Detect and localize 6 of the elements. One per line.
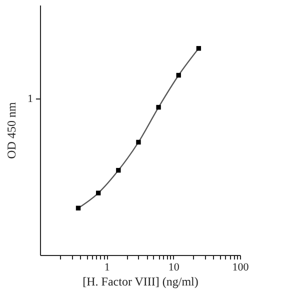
x-tick-label: 10 [168,262,180,274]
x-tick-label: 1 [104,262,110,274]
text: 1 [28,93,33,105]
x-axis-title: [H. Factor VIII] (ng/ml) [82,274,198,288]
x-tick-label: 100 [232,262,250,274]
y-axis-title: OD 450 nm [4,102,18,159]
